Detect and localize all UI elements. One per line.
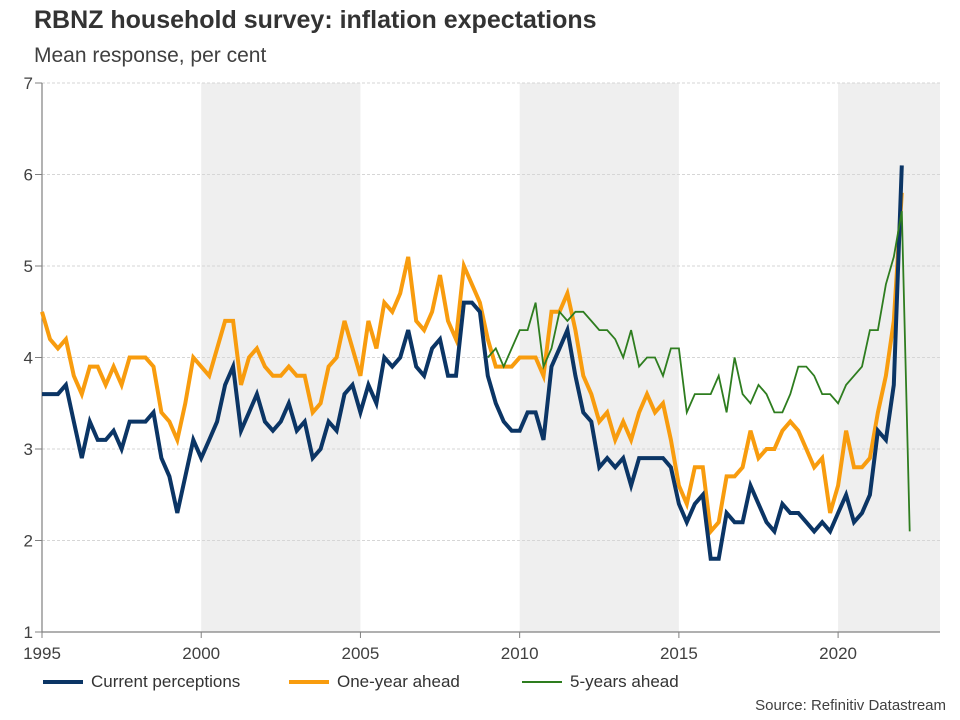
legend-item-current: Current perceptions [43,672,240,692]
x-tick-label: 2010 [501,644,539,663]
legend-swatch-one-year [289,680,329,684]
series-line-one-year-ahead [40,192,904,537]
legend-label-one-year: One-year ahead [337,672,460,691]
x-tick-label: 2000 [182,644,220,663]
y-tick-label: 1 [24,623,33,642]
legend-swatch-current [43,680,83,684]
x-tick-label: 1995 [23,644,61,663]
y-tick-label: 7 [24,74,33,93]
chart-subtitle: Mean response, per cent [34,44,267,67]
chart-title: RBNZ household survey: inflation expecta… [34,6,597,34]
x-tick-label: 2015 [660,644,698,663]
y-tick-label: 6 [24,166,33,185]
legend-item-five-year: 5-years ahead [522,672,679,692]
y-tick-label: 5 [24,257,33,276]
legend-label-current: Current perceptions [91,672,241,691]
legend-item-one-year: One-year ahead [289,672,460,692]
legend: Current perceptions One-year ahead 5-yea… [0,672,960,696]
series-line-5-years-ahead [487,210,911,532]
y-tick-label: 2 [24,532,33,551]
y-tick-label: 4 [24,349,33,368]
legend-label-five-year: 5-years ahead [570,672,679,691]
x-tick-label: 2020 [819,644,857,663]
x-axis: 1995 2000 2005 2010 2015 2020 [23,631,940,663]
x-tick-label: 2005 [342,644,380,663]
y-tick-label: 3 [24,440,33,459]
legend-swatch-five-year [522,681,562,683]
gridlines [42,82,940,541]
series-lines [40,165,911,561]
series-line-current-perceptions [42,165,904,561]
y-axis: 1 2 3 4 5 6 7 [24,74,43,642]
source-note: Source: Refinitiv Datastream [755,697,946,714]
